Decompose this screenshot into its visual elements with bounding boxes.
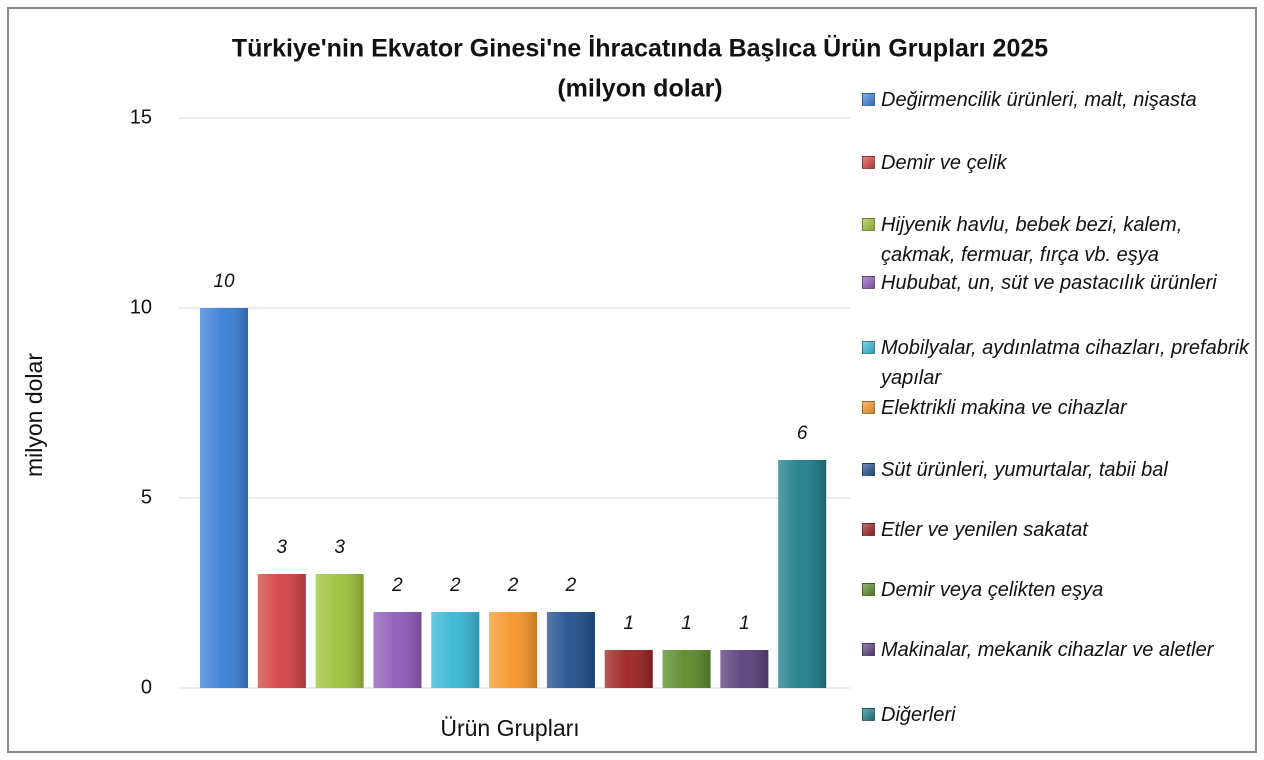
- legend-entry: Hijyenik havlu, bebek bezi, kalem, çakma…: [862, 210, 1254, 270]
- legend-entry: Hububat, un, süt ve pastacılık ürünleri: [862, 268, 1254, 298]
- legend-label: Hububat, un, süt ve pastacılık ürünleri: [881, 272, 1217, 294]
- legend-label: Mobilyalar, aydınlatma cihazları, prefab…: [881, 337, 1249, 389]
- bar-shine: [200, 308, 248, 688]
- legend-entry: Süt ürünleri, yumurtalar, tabii bal: [862, 455, 1254, 485]
- bar-shine: [720, 650, 769, 688]
- legend-label: Makinalar, mekanik cihazlar ve aletler: [881, 639, 1214, 661]
- legend-entry: Mobilyalar, aydınlatma cihazları, prefab…: [862, 333, 1254, 393]
- bar-shine: [662, 650, 711, 688]
- bar-shine: [778, 460, 827, 688]
- legend-label: Değirmencilik ürünleri, malt, nişasta: [881, 89, 1197, 111]
- legend-entry: Elektrikli makina ve cihazlar: [862, 393, 1254, 423]
- legend-swatch: [862, 341, 875, 354]
- bar-shine: [257, 574, 306, 688]
- bar-shine: [489, 612, 538, 688]
- bar-shine: [315, 574, 364, 688]
- data-label: 1: [623, 613, 634, 634]
- legend-label: Diğerleri: [881, 704, 956, 726]
- legend-swatch: [862, 708, 875, 721]
- legend-swatch: [862, 523, 875, 536]
- data-label: 2: [391, 575, 403, 596]
- data-label: 3: [334, 537, 345, 558]
- y-axis-title: milyon dolar: [21, 353, 47, 477]
- data-label: 2: [449, 575, 461, 596]
- x-axis-title: Ürün Grupları: [440, 715, 579, 741]
- bar-shine: [546, 612, 595, 688]
- legend-entry: Değirmencilik ürünleri, malt, nişasta: [862, 85, 1254, 115]
- chart-title: Türkiye'nin Ekvator Ginesi'ne İhracatınd…: [232, 34, 1048, 63]
- legend-entry: Etler ve yenilen sakatat: [862, 515, 1254, 545]
- legend-label: Demir veya çelikten eşya: [881, 579, 1104, 601]
- legend-entry: Demir ve çelik: [862, 148, 1254, 178]
- y-tick-label: 5: [141, 486, 152, 508]
- legend: Değirmencilik ürünleri, malt, nişasta Dem…: [862, 0, 1254, 760]
- legend-entry: Diğerleri: [862, 700, 1254, 730]
- data-label: 1: [739, 613, 750, 634]
- legend-swatch: [862, 401, 875, 414]
- legend-label: Elektrikli makina ve cihazlar: [881, 397, 1127, 419]
- data-label: 10: [213, 271, 235, 292]
- legend-swatch: [862, 93, 875, 106]
- legend-swatch: [862, 276, 875, 289]
- bar-shine: [373, 612, 422, 688]
- bar-shine: [431, 612, 480, 688]
- legend-label: Etler ve yenilen sakatat: [881, 519, 1088, 541]
- legend-label: Hijyenik havlu, bebek bezi, kalem, çakma…: [881, 214, 1183, 266]
- y-tick-label: 15: [130, 106, 152, 128]
- legend-label: Süt ürünleri, yumurtalar, tabii bal: [881, 459, 1168, 481]
- data-label: 2: [507, 575, 519, 596]
- chart-subtitle: (milyon dolar): [557, 75, 722, 103]
- legend-swatch: [862, 156, 875, 169]
- data-label: 6: [797, 423, 808, 444]
- bar-shine: [604, 650, 653, 688]
- y-tick-label: 0: [141, 676, 152, 698]
- legend-entry: Demir veya çelikten eşya: [862, 575, 1254, 605]
- legend-label: Demir ve çelik: [881, 152, 1007, 174]
- data-label: 1: [681, 613, 692, 634]
- data-label: 3: [277, 537, 288, 558]
- legend-entry: Makinalar, mekanik cihazlar ve aletler: [862, 635, 1254, 665]
- legend-swatch: [862, 583, 875, 596]
- data-label: 2: [565, 575, 577, 596]
- legend-swatch: [862, 463, 875, 476]
- y-tick-label: 10: [130, 296, 152, 318]
- legend-swatch: [862, 218, 875, 231]
- legend-swatch: [862, 643, 875, 656]
